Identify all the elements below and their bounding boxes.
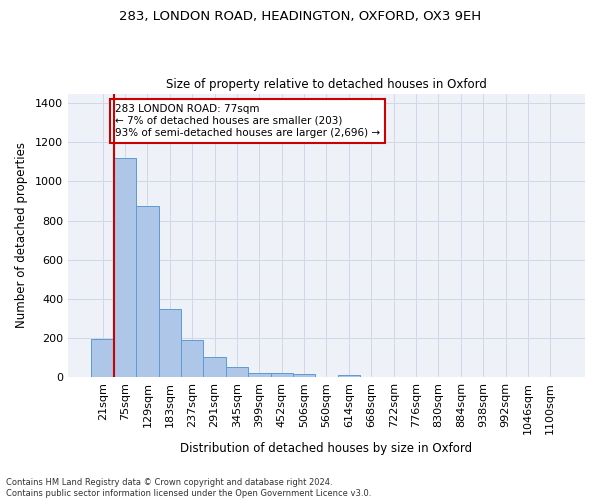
Bar xyxy=(293,374,315,377)
Bar xyxy=(136,206,158,377)
Bar xyxy=(248,372,271,377)
Text: 283, LONDON ROAD, HEADINGTON, OXFORD, OX3 9EH: 283, LONDON ROAD, HEADINGTON, OXFORD, OX… xyxy=(119,10,481,23)
Text: 283 LONDON ROAD: 77sqm
← 7% of detached houses are smaller (203)
93% of semi-det: 283 LONDON ROAD: 77sqm ← 7% of detached … xyxy=(115,104,380,138)
Text: Contains HM Land Registry data © Crown copyright and database right 2024.
Contai: Contains HM Land Registry data © Crown c… xyxy=(6,478,371,498)
Bar xyxy=(158,308,181,377)
Bar xyxy=(226,367,248,377)
Title: Size of property relative to detached houses in Oxford: Size of property relative to detached ho… xyxy=(166,78,487,91)
Bar xyxy=(271,373,293,377)
Y-axis label: Number of detached properties: Number of detached properties xyxy=(15,142,28,328)
Bar xyxy=(91,339,114,377)
Bar xyxy=(338,374,360,377)
Bar xyxy=(114,158,136,377)
X-axis label: Distribution of detached houses by size in Oxford: Distribution of detached houses by size … xyxy=(181,442,473,455)
Bar xyxy=(203,358,226,377)
Bar xyxy=(181,340,203,377)
